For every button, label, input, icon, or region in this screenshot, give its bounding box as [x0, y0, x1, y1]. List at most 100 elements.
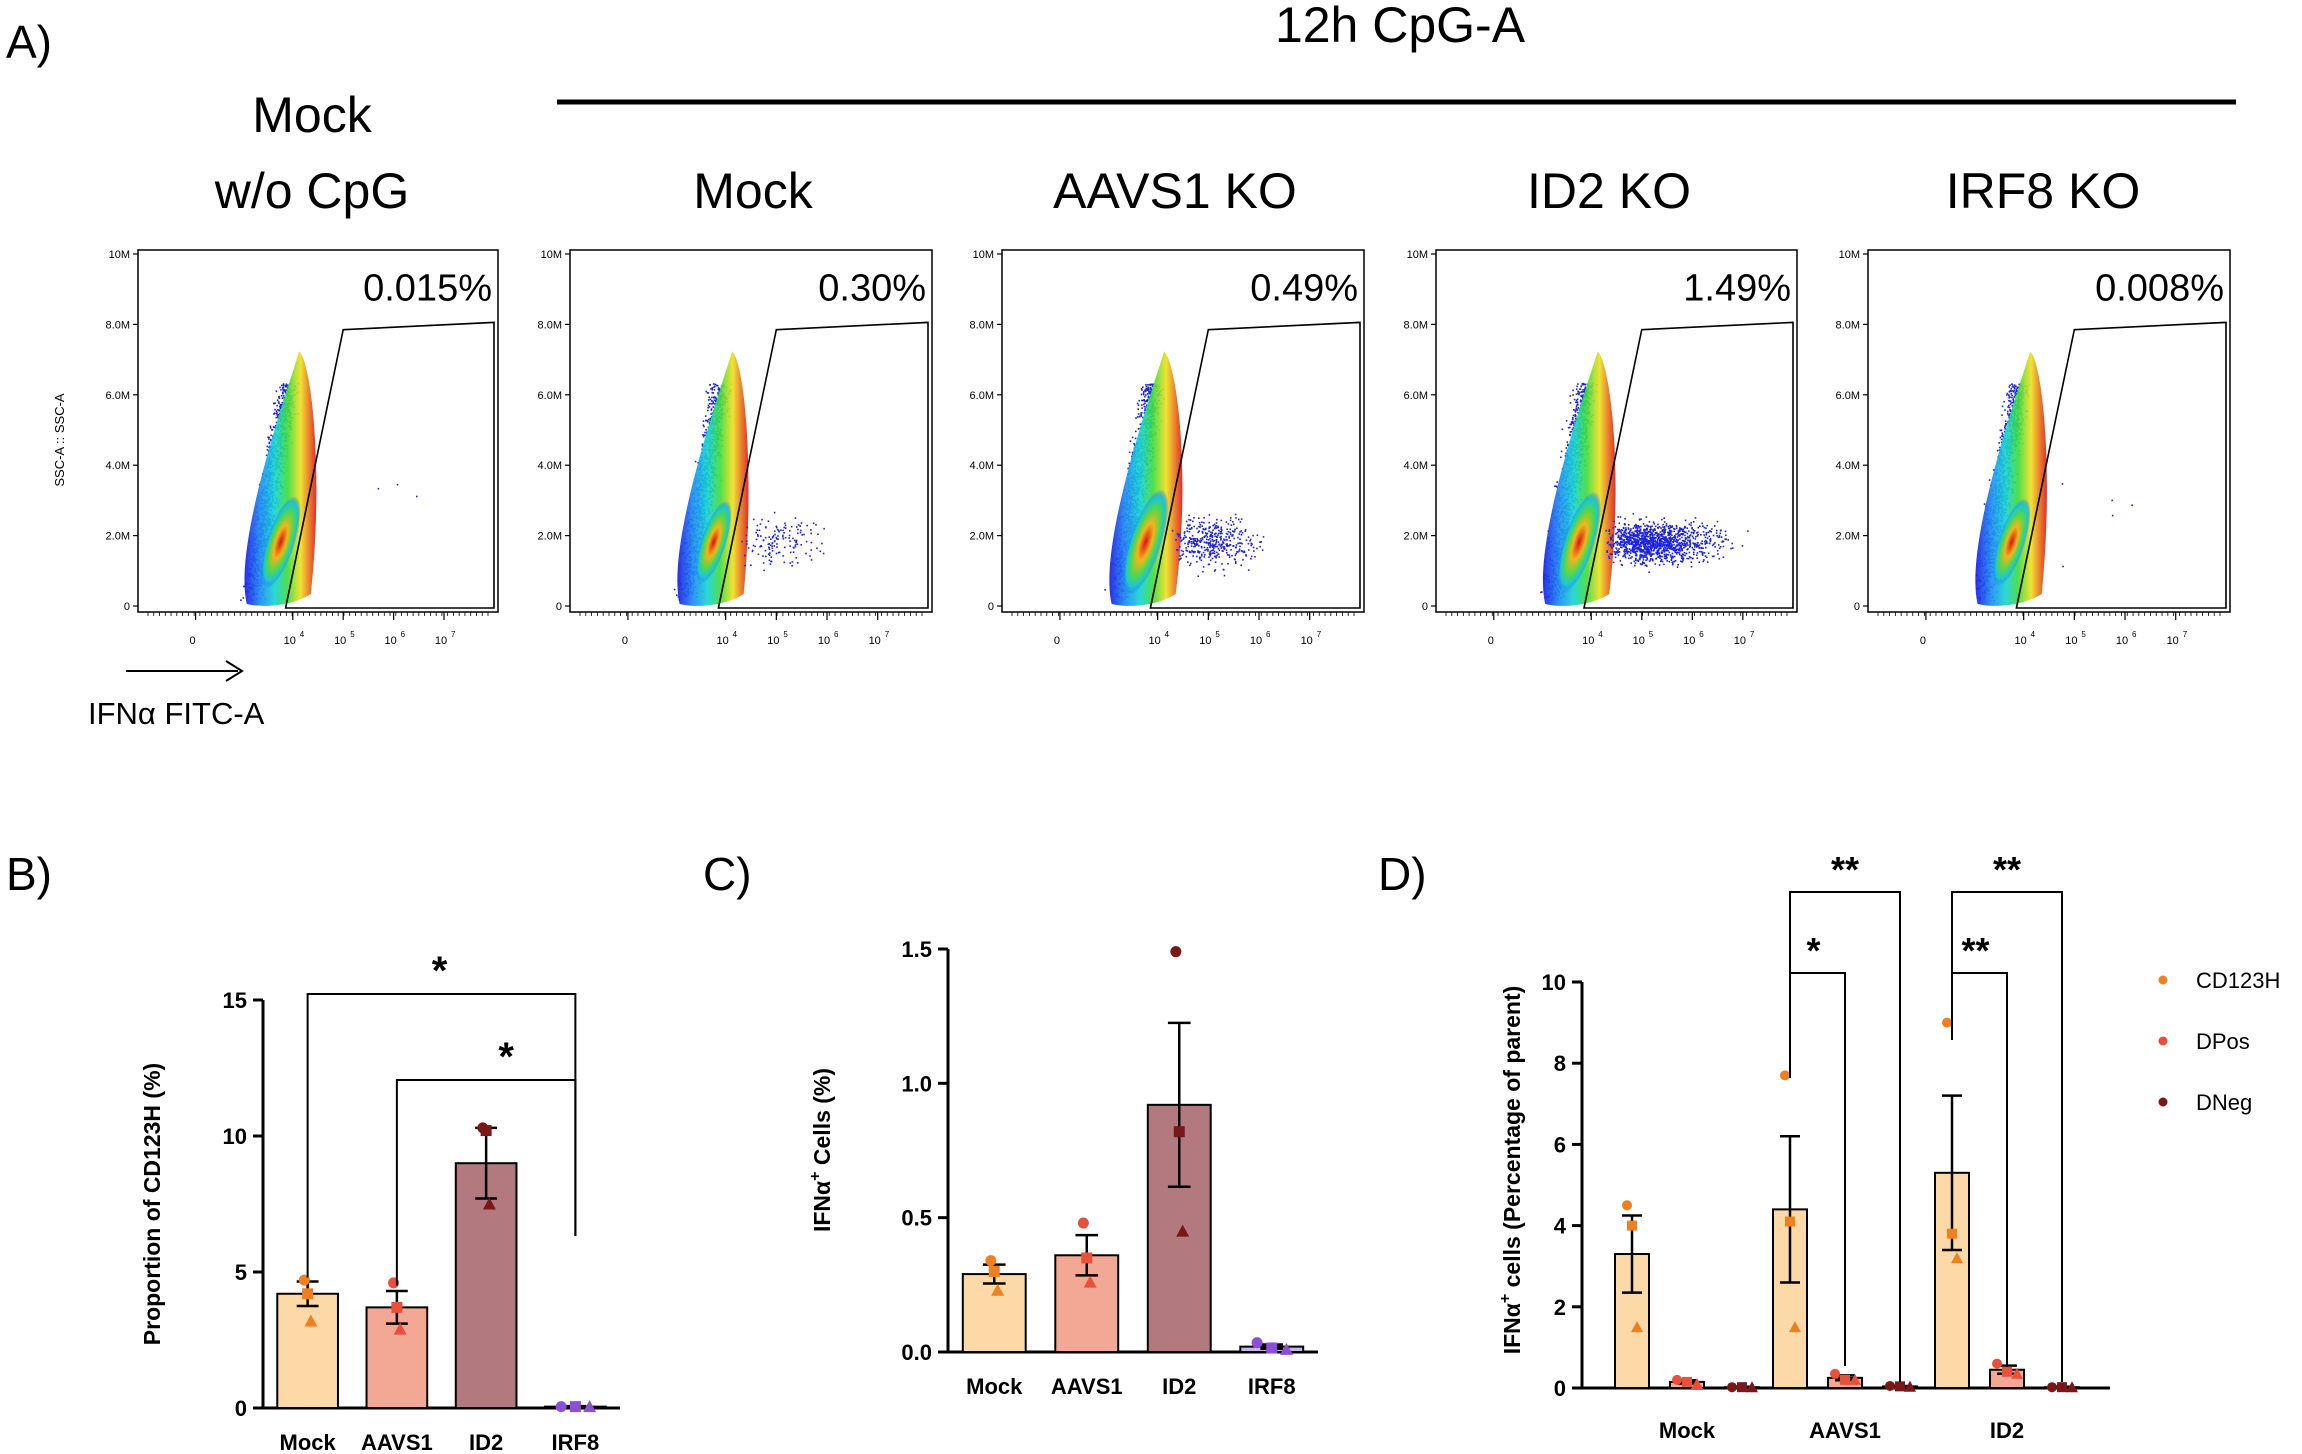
flow-event-dot: [282, 395, 285, 397]
flow-gated-event: [1235, 546, 1237, 548]
flow-gated-event: [796, 543, 799, 545]
flow-gated-event: [1233, 537, 1235, 540]
flow-x-tick-label: 0: [1054, 635, 1060, 647]
flow-event-dot: [1572, 414, 1575, 417]
flow-gated-event: [1208, 530, 1210, 532]
flow-y-tick-label: 8.0M: [1404, 319, 1428, 331]
flow-gated-event: [1698, 550, 1701, 553]
flow-gated-event: [1649, 536, 1652, 538]
flow-gated-event: [1209, 545, 1211, 548]
flow-gated-event: [1614, 526, 1617, 528]
flow-event-dot: [274, 408, 276, 411]
flow-event-dot: [1141, 407, 1143, 409]
flow-event-dot: [279, 405, 281, 408]
flow-gated-event: [774, 533, 776, 536]
flow-gated-event: [1696, 535, 1699, 537]
flow-gated-event: [1200, 545, 1203, 548]
flow-y-tick-label: 4.0M: [970, 460, 994, 472]
flow-gated-event: [778, 530, 780, 533]
flow-gated-event: [1252, 546, 1255, 549]
flow-gated-event: [809, 555, 811, 557]
flow-event-dot: [1569, 431, 1572, 433]
flow-event-dot: [281, 397, 284, 399]
flow-gated-event: [1237, 542, 1239, 545]
flow-gated-event: [774, 540, 776, 542]
flow-gated-event: [1700, 534, 1702, 536]
flow-event-dot: [1560, 450, 1563, 453]
flow-x-tick-label: 10: [334, 635, 346, 647]
flow-x-tick-exponent: 4: [733, 630, 738, 639]
flow-gated-event: [1228, 537, 1230, 539]
flow-event-dot: [704, 415, 707, 417]
flow-gated-event: [746, 540, 748, 543]
flow-gated-event: [1722, 545, 1725, 548]
flow-event-dot: [1134, 430, 1137, 433]
flow-event-dot: [1145, 385, 1148, 388]
flow-gated-event: [396, 483, 399, 486]
flow-gated-event: [1220, 537, 1222, 540]
flow-event-dot: [716, 384, 718, 387]
flow-event-dot: [280, 394, 283, 397]
flow-gated-event: [1677, 543, 1679, 545]
flow-gated-event: [1611, 547, 1613, 549]
flow-event-dot: [711, 388, 714, 391]
flow-gated-event: [1620, 534, 1623, 537]
flow-gated-event: [1685, 537, 1688, 539]
flow-gated-event: [805, 552, 807, 555]
flow-gated-event: [1671, 530, 1673, 533]
flow-gated-event: [1223, 574, 1226, 577]
flow-gated-event: [1211, 531, 1213, 534]
flow-gated-event: [1617, 554, 1620, 556]
flow-event-dot: [1584, 386, 1587, 389]
flow-gated-event: [1203, 536, 1206, 539]
flow-event-dot: [1575, 388, 1578, 390]
flow-gated-event: [1197, 575, 1200, 577]
flow-gated-event: [793, 539, 796, 542]
flow-gated-event: [1203, 541, 1206, 544]
flow-gated-event: [1627, 524, 1630, 526]
flow-event-dot: [1131, 455, 1133, 458]
flow-event-dot: [707, 392, 710, 394]
flow-gated-event: [1206, 533, 1208, 535]
flow-gated-event: [1687, 548, 1689, 550]
flow-x-tick-exponent: 7: [451, 630, 456, 639]
flow-event-dot: [1567, 443, 1569, 446]
flow-y-tick-label: 4.0M: [1404, 460, 1428, 472]
flow-gated-event: [746, 543, 748, 545]
flow-event-dot: [708, 403, 711, 405]
flow-event-dot: [1580, 391, 1582, 393]
flow-gated-event: [1646, 531, 1648, 534]
flow-gated-event: [810, 541, 813, 544]
flow-event-dot: [268, 442, 270, 445]
flow-density-core: [260, 496, 301, 588]
flow-gated-event: [1240, 550, 1243, 552]
flow-title-mock-line1: Mock: [252, 87, 372, 143]
flow-gated-event: [1215, 551, 1218, 554]
flow-gated-event: [1229, 517, 1232, 519]
flow-gated-event: [1249, 540, 1251, 542]
flow-event-dot: [285, 389, 288, 391]
flow-event-dot: [1575, 417, 1577, 420]
flow-event-dot: [715, 399, 717, 402]
flow-gated-event: [1192, 520, 1194, 523]
flow-x-tick-label: 10: [1734, 635, 1746, 647]
flow-gated-event: [1214, 561, 1217, 563]
flow-x-tick-label: 10: [284, 635, 296, 647]
flow-event-dot: [273, 413, 275, 415]
flow-gated-event: [1617, 516, 1619, 518]
flow-event-dot: [1574, 414, 1577, 416]
flow-gated-event: [1198, 540, 1201, 542]
flow-gated-event: [1235, 544, 1238, 546]
flow-x-tick-label: 10: [818, 635, 830, 647]
flow-gated-event: [1204, 535, 1207, 537]
flow-gated-event: [1215, 556, 1217, 559]
flow-event-dot: [282, 384, 285, 386]
flow-gated-event: [1225, 521, 1228, 523]
flow-gated-event: [768, 542, 771, 545]
flow-event-dot: [1148, 388, 1150, 391]
flow-gated-event: [752, 544, 755, 547]
flow-gated-event: [1635, 553, 1637, 555]
flow-gated-event: [1193, 525, 1195, 528]
flow-gated-event: [1617, 551, 1620, 554]
